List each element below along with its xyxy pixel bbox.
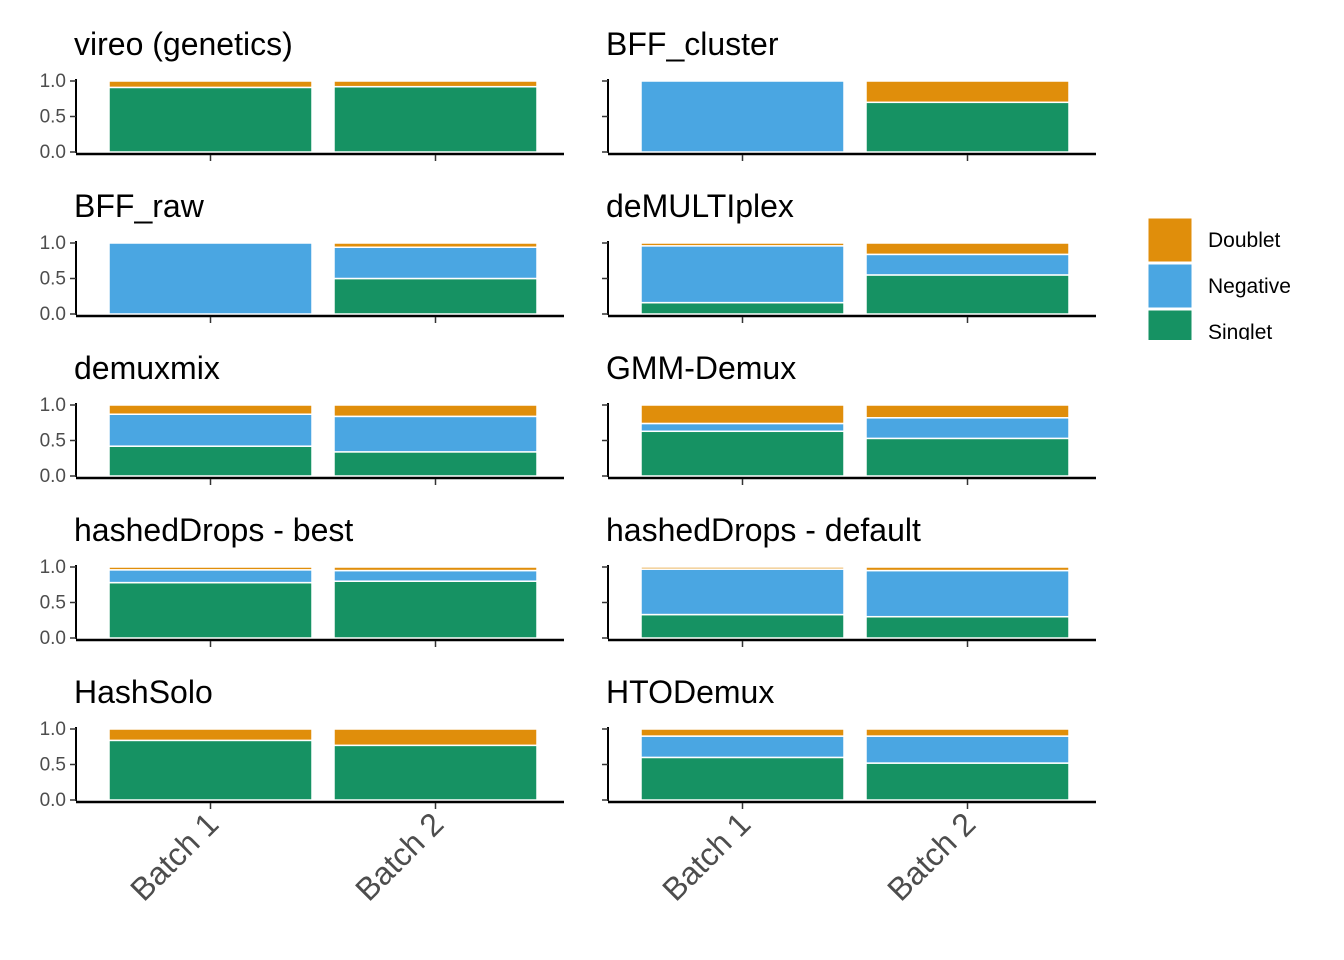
bar-segment-doublet — [640, 728, 845, 737]
facet-panel: HTODemux Batch 1 Batch 2 — [602, 674, 1096, 908]
legend-swatch-doublet — [1147, 217, 1193, 263]
x-tick-label: Batch 2 — [348, 805, 450, 907]
facet-panel: vireo (genetics) 0.0 0.5 1.0 — [40, 26, 564, 163]
bar-segment-singlet — [333, 85, 538, 153]
bar-segment-doublet — [333, 80, 538, 88]
y-tick-label: 1.0 — [40, 395, 66, 416]
facet-title: BFF_raw — [74, 188, 205, 224]
bar-segment-singlet — [333, 451, 538, 477]
bar-segment-singlet — [640, 756, 845, 801]
facet-panel: deMULTIplex — [602, 188, 1096, 323]
bar-segment-doublet — [108, 80, 313, 89]
legend-label: Doublet — [1208, 229, 1281, 252]
facet-title: hashedDrops - default — [606, 512, 921, 548]
facet-title: vireo (genetics) — [74, 26, 293, 62]
bar-segment-doublet — [865, 728, 1070, 737]
bar-segment-negative — [865, 735, 1070, 764]
bar-segment-negative — [640, 568, 845, 616]
facet-panel: BFF_raw 0.0 0.5 1.0 — [40, 188, 564, 325]
bar-segment-negative — [640, 735, 845, 759]
bar-segment-doublet — [640, 566, 845, 570]
bar-segment-negative — [108, 242, 313, 315]
bar-segment-doublet — [865, 404, 1070, 419]
bar-segment-negative — [108, 413, 313, 447]
facet-title: HTODemux — [606, 674, 774, 710]
y-tick-label: 1.0 — [40, 71, 66, 92]
facet-title: deMULTIplex — [606, 188, 794, 224]
bar-segment-singlet — [640, 430, 845, 477]
bar-segment-doublet — [333, 404, 538, 418]
bar-segment-doublet — [865, 566, 1070, 572]
facet-panel: demuxmix 0.0 0.5 1.0 — [40, 350, 564, 487]
bar-segment-doublet — [333, 566, 538, 572]
facet-panel: BFF_cluster — [602, 26, 1096, 161]
bar-segment-doublet — [108, 728, 313, 742]
legend-label: Negative — [1208, 275, 1291, 298]
x-tick-label: Batch 2 — [880, 805, 982, 907]
bar-segment-doublet — [333, 242, 538, 249]
bar-segment-singlet — [865, 762, 1070, 801]
bar-segment-negative — [865, 569, 1070, 618]
bar-segment-singlet — [865, 274, 1070, 315]
y-tick-label: 1.0 — [40, 719, 66, 740]
legend-swatch-negative — [1147, 263, 1193, 309]
y-tick-label: 0.0 — [40, 628, 66, 649]
y-tick-label: 0.5 — [40, 269, 66, 290]
bar-segment-negative — [333, 415, 538, 453]
bar-segment-negative — [865, 417, 1070, 440]
legend: Doublet Negative Singlet — [1147, 217, 1291, 344]
bar-segment-doublet — [865, 242, 1070, 256]
bar-segment-singlet — [333, 744, 538, 801]
facet-title: demuxmix — [74, 350, 220, 386]
bar-segment-doublet — [333, 728, 538, 747]
bar-segment-singlet — [640, 613, 845, 639]
bar-segment-negative — [333, 569, 538, 582]
bar-segment-negative — [640, 422, 845, 433]
y-tick-label: 0.0 — [40, 790, 66, 811]
bar-segment-negative — [640, 245, 845, 304]
bar-segment-doublet — [865, 80, 1070, 104]
facet-title: hashedDrops - best — [74, 512, 353, 548]
y-tick-label: 1.0 — [40, 233, 66, 254]
bar-segment-doublet — [108, 404, 313, 415]
facet-panel: hashedDrops - default — [602, 512, 1096, 647]
y-tick-label: 1.0 — [40, 557, 66, 578]
bar-segment-negative — [333, 246, 538, 280]
x-tick-label: Batch 1 — [655, 805, 757, 907]
legend-label: Singlet — [1208, 321, 1272, 344]
bar-segment-doublet — [640, 404, 845, 425]
bar-segment-singlet — [865, 101, 1070, 153]
bar-segment-singlet — [333, 580, 538, 639]
facet-panel: HashSolo 0.0 0.5 1.0 Batch 1 Batch 2 — [40, 674, 564, 908]
facet-title: GMM-Demux — [606, 350, 796, 386]
bar-segment-singlet — [865, 615, 1070, 639]
bar-segment-negative — [640, 80, 845, 153]
bar-segment-negative — [108, 569, 313, 584]
bar-segment-singlet — [108, 581, 313, 639]
bar-segment-negative — [865, 253, 1070, 276]
facet-title: HashSolo — [74, 674, 213, 710]
y-tick-label: 0.5 — [40, 431, 66, 452]
facet-panel: hashedDrops - best 0.0 0.5 1.0 — [40, 512, 564, 649]
y-tick-label: 0.5 — [40, 755, 66, 776]
bar-segment-singlet — [108, 739, 313, 801]
facet-title: BFF_cluster — [606, 26, 779, 62]
bar-segment-singlet — [333, 277, 538, 315]
bar-segment-doublet — [640, 242, 845, 247]
legend-swatch-singlet — [1147, 309, 1193, 340]
y-tick-label: 0.5 — [40, 107, 66, 128]
y-tick-label: 0.0 — [40, 304, 66, 325]
bar-segment-doublet — [108, 566, 313, 571]
y-tick-label: 0.5 — [40, 593, 66, 614]
facet-panel: GMM-Demux — [602, 350, 1096, 485]
y-tick-label: 0.0 — [40, 142, 66, 163]
y-tick-label: 0.0 — [40, 466, 66, 487]
bar-segment-singlet — [640, 301, 845, 315]
bar-segment-singlet — [865, 437, 1070, 477]
bar-segment-singlet — [108, 445, 313, 477]
bar-segment-singlet — [108, 86, 313, 153]
x-tick-label: Batch 1 — [123, 805, 225, 907]
